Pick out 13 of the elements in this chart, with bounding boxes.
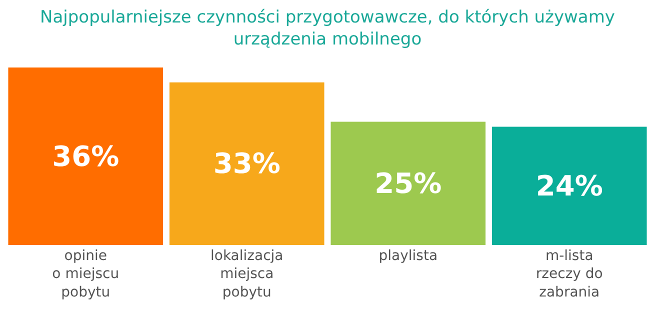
bar (330, 122, 486, 245)
x-tick-label: m-lista rzeczy do zabrania (536, 248, 603, 300)
chart-title: Najpopularniejsze czynności przygotowawcze, do których używamy urządzenia mobilnego (40, 8, 615, 50)
x-tick-label: playlista (378, 248, 438, 264)
bar (8, 68, 164, 245)
data-label: 33% (213, 147, 280, 180)
x-tick-label: lokalizacja miejsca pobytu (210, 248, 284, 300)
data-label: 25% (374, 166, 442, 200)
x-tick-label: opinie o miejscu pobytu (52, 248, 120, 300)
bar (169, 82, 324, 245)
data-label: 24% (536, 169, 603, 202)
data-label: 36% (52, 140, 120, 173)
bar (492, 126, 647, 245)
